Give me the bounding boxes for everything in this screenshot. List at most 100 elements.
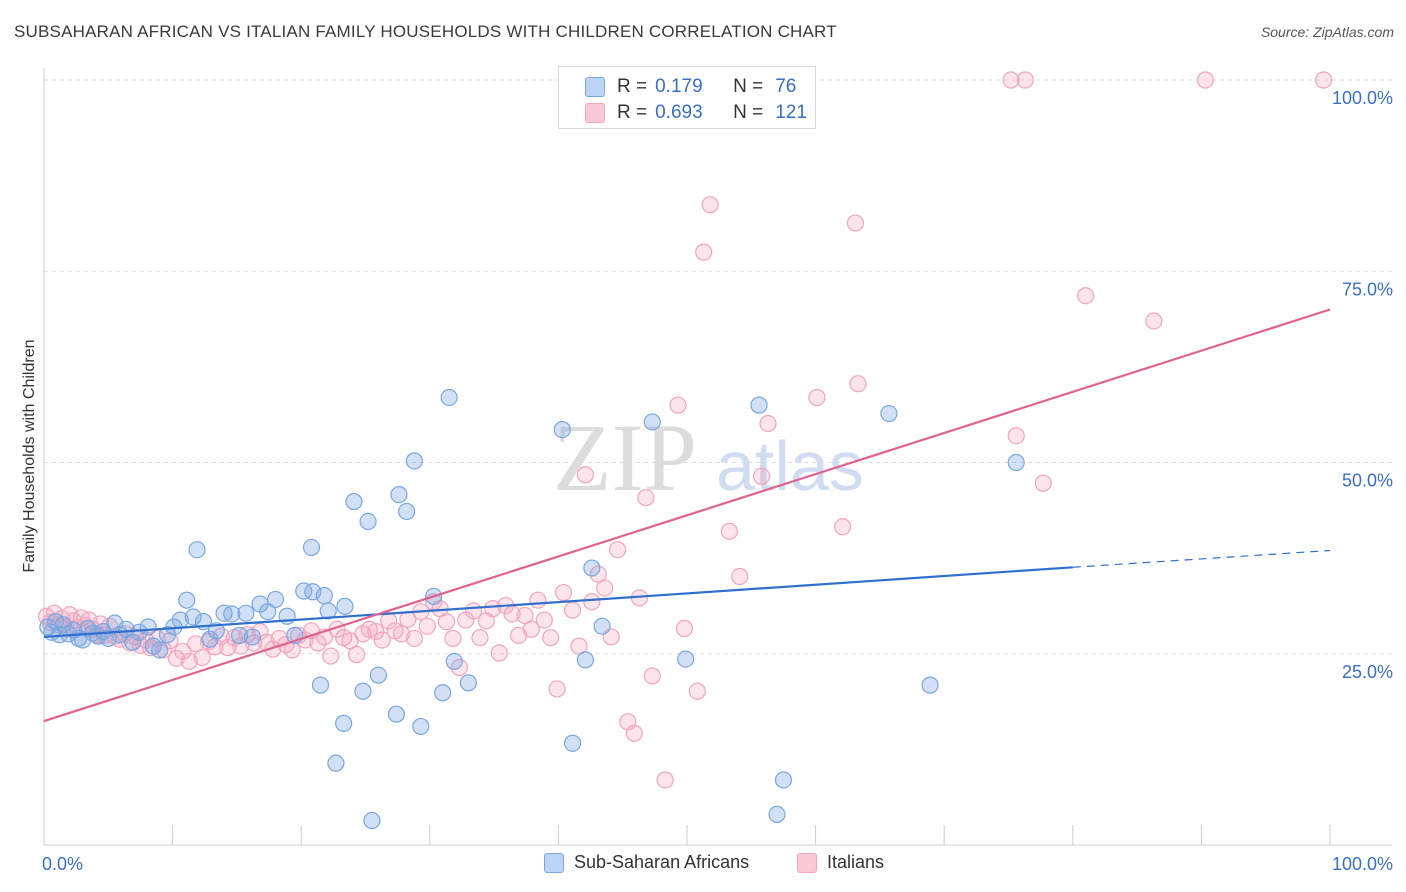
- point-italian: [563, 601, 582, 619]
- point-italian: [752, 467, 771, 485]
- legend-r-value: 0.179: [655, 76, 703, 97]
- point-subsaharan: [405, 452, 423, 470]
- legend-r-value: 0.693: [655, 102, 703, 123]
- point-subsaharan: [750, 396, 768, 414]
- point-italian: [846, 214, 865, 232]
- point-italian: [675, 619, 694, 638]
- trend-line-subsaharan-extension: [1072, 549, 1331, 568]
- point-subsaharan: [319, 602, 337, 620]
- point-italian: [849, 375, 867, 393]
- point-subsaharan: [445, 652, 463, 671]
- point-italian: [1002, 71, 1020, 89]
- point-subsaharan: [315, 587, 333, 605]
- point-subsaharan: [880, 404, 898, 423]
- point-italian: [392, 625, 411, 643]
- point-italian: [834, 518, 852, 536]
- legend-series-name: Italians: [827, 852, 885, 872]
- point-subsaharan: [354, 682, 372, 700]
- tick-labels: 25.0% 50.0% 75.0% 100.0% 0.0% 100.0%: [42, 88, 1393, 874]
- point-subsaharan: [643, 413, 661, 431]
- point-subsaharan: [774, 771, 793, 789]
- point-italian: [180, 652, 198, 671]
- point-italian: [471, 629, 489, 647]
- grid-lines: [44, 79, 1392, 655]
- point-italian: [1196, 71, 1214, 89]
- point-italian: [1016, 71, 1034, 89]
- point-subsaharan: [295, 582, 313, 600]
- point-italian: [484, 600, 502, 618]
- legend-item-italians[interactable]: Italians: [797, 852, 884, 873]
- legend-series-name: Sub-Saharan Africans: [574, 852, 750, 872]
- stats-legend: R = 0.179 N = 76 R = 0.693 N = 121: [558, 66, 816, 129]
- point-subsaharan: [677, 650, 695, 668]
- y-tick-label: 75.0%: [1342, 279, 1393, 299]
- point-subsaharan: [188, 541, 206, 559]
- point-subsaharan: [237, 604, 255, 622]
- point-subsaharan: [583, 559, 601, 577]
- point-italian: [608, 541, 627, 559]
- point-italian: [193, 648, 211, 667]
- point-italian: [1007, 427, 1025, 445]
- point-italian: [264, 640, 282, 658]
- point-italian: [625, 724, 643, 742]
- point-italian: [548, 680, 566, 698]
- y-tick-label: 50.0%: [1342, 471, 1393, 491]
- point-italian: [1314, 71, 1333, 89]
- point-italian: [1145, 312, 1163, 330]
- trend-line-italian: [43, 308, 1331, 723]
- point-italian: [759, 414, 777, 433]
- point-subsaharan: [335, 714, 353, 732]
- legend-n-value: 76: [775, 76, 797, 97]
- point-subsaharan: [230, 626, 249, 644]
- legend-swatch-blue: [544, 852, 564, 873]
- legend-row-italians: R = 0.693 N = 121: [585, 101, 807, 125]
- point-subsaharan: [398, 502, 416, 521]
- point-italian: [1077, 287, 1095, 305]
- trend-lines: [43, 308, 1331, 723]
- legend-n-label: N =: [733, 102, 764, 123]
- point-subsaharan: [184, 608, 202, 626]
- point-subsaharan: [336, 597, 354, 615]
- point-italian: [219, 639, 237, 657]
- point-subsaharan: [434, 684, 452, 702]
- point-subsaharan: [345, 492, 363, 511]
- point-italian: [720, 522, 739, 540]
- legend-row-subsaharan: R = 0.179 N = 76: [585, 75, 796, 99]
- x-tick-label-max: 100.0%: [1332, 854, 1393, 874]
- point-italian: [437, 613, 456, 631]
- point-subsaharan: [593, 617, 611, 635]
- point-subsaharan: [266, 590, 285, 609]
- point-italian: [167, 649, 186, 667]
- point-italian: [444, 629, 462, 648]
- point-subsaharan: [412, 717, 430, 736]
- point-italian: [418, 617, 436, 635]
- point-italian: [373, 631, 391, 649]
- point-subsaharan: [207, 622, 225, 640]
- point-subsaharan: [327, 754, 345, 772]
- point-italian: [405, 629, 423, 648]
- point-subsaharan: [440, 388, 458, 407]
- point-subsaharan: [130, 623, 148, 641]
- point-italian: [522, 620, 540, 638]
- point-subsaharan: [553, 421, 571, 439]
- point-subsaharan: [768, 805, 786, 824]
- legend-item-subsaharan[interactable]: Sub-Saharan Africans: [544, 852, 749, 873]
- point-subsaharan: [151, 641, 169, 659]
- y-tick-label: 100.0%: [1332, 88, 1393, 108]
- legend-r-label: R =: [617, 102, 648, 123]
- point-subsaharan: [124, 633, 142, 651]
- legend-n-label: N =: [733, 76, 764, 97]
- watermark-zip: ZIP: [553, 404, 697, 511]
- point-italian: [589, 565, 607, 583]
- point-subsaharan: [359, 512, 377, 531]
- axes: [43, 68, 1392, 846]
- point-italian: [583, 593, 601, 611]
- point-italian: [808, 388, 826, 407]
- point-italian: [669, 396, 687, 414]
- point-subsaharan: [243, 628, 261, 646]
- point-italian: [542, 629, 560, 647]
- legend-swatch-pink: [797, 852, 817, 873]
- point-italian: [554, 583, 573, 602]
- point-italian: [535, 611, 553, 629]
